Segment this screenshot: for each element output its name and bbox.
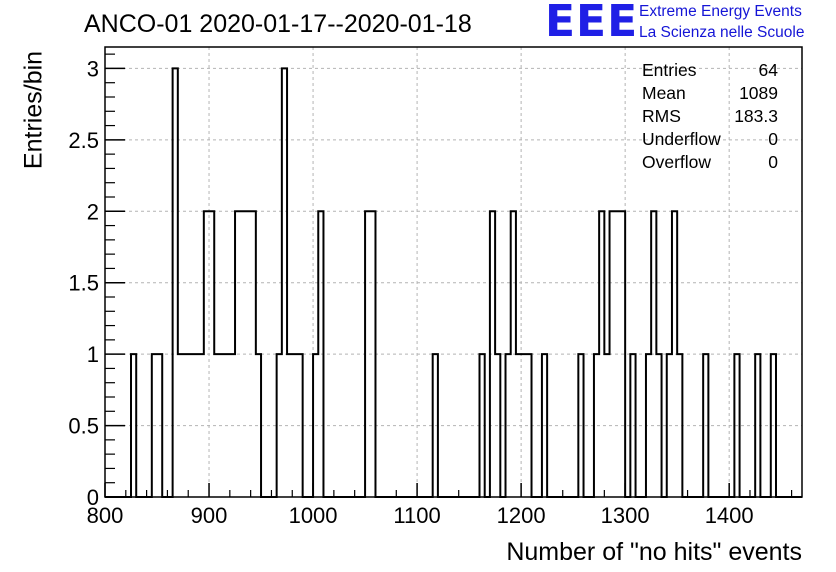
grid-lines (105, 47, 802, 497)
x-tick-label: 1000 (289, 503, 338, 528)
plot-frame (104, 46, 803, 498)
chart-title: ANCO-01 2020-01-17--2020-01-18 (84, 10, 472, 38)
x-axis-label: Number of "no hits" events (506, 538, 802, 566)
stats-mean-value: 1089 (739, 83, 778, 103)
logo-line-1: Extreme Energy Events (639, 3, 802, 20)
y-tick-label: 2.5 (68, 128, 99, 153)
stats-entries-value: 64 (758, 60, 778, 80)
x-tick-label: 1100 (393, 503, 440, 528)
x-tick-label: 1300 (601, 503, 650, 528)
tick-labels: 800 900 1000 1100 1200 1300 1400 0 0.5 1 1.5 2 2.5 3 (68, 56, 753, 528)
axis-ticks (104, 53, 793, 498)
x-tick-label: 1200 (497, 503, 546, 528)
y-tick-label: 0.5 (68, 414, 99, 439)
stats-rms-label: RMS (642, 106, 681, 126)
eee-logo: EEE (545, 0, 639, 47)
logo-line-2: La Scienza nelle Scuole (639, 24, 805, 41)
stats-underflow-label: Underflow (642, 129, 721, 149)
y-tick-label: 2 (87, 199, 99, 224)
y-tick-label: 0 (87, 485, 99, 510)
stats-mean-label: Mean (642, 83, 686, 103)
y-tick-label: 3 (87, 56, 99, 81)
y-axis-label: Entries/bin (19, 50, 48, 170)
y-tick-label: 1.5 (68, 271, 99, 296)
x-tick-label: 800 (87, 503, 124, 528)
stats-entries-label: Entries (642, 60, 697, 80)
stats-underflow-value: 0 (768, 129, 778, 149)
histogram-outline (105, 67, 802, 498)
x-tick-label: 900 (191, 503, 228, 528)
stats-overflow-value: 0 (768, 152, 778, 172)
x-tick-label: 1400 (705, 503, 754, 528)
y-tick-label: 1 (87, 342, 99, 367)
stats-rms-value: 183.3 (734, 106, 778, 126)
stats-overflow-label: Overflow (642, 152, 712, 172)
